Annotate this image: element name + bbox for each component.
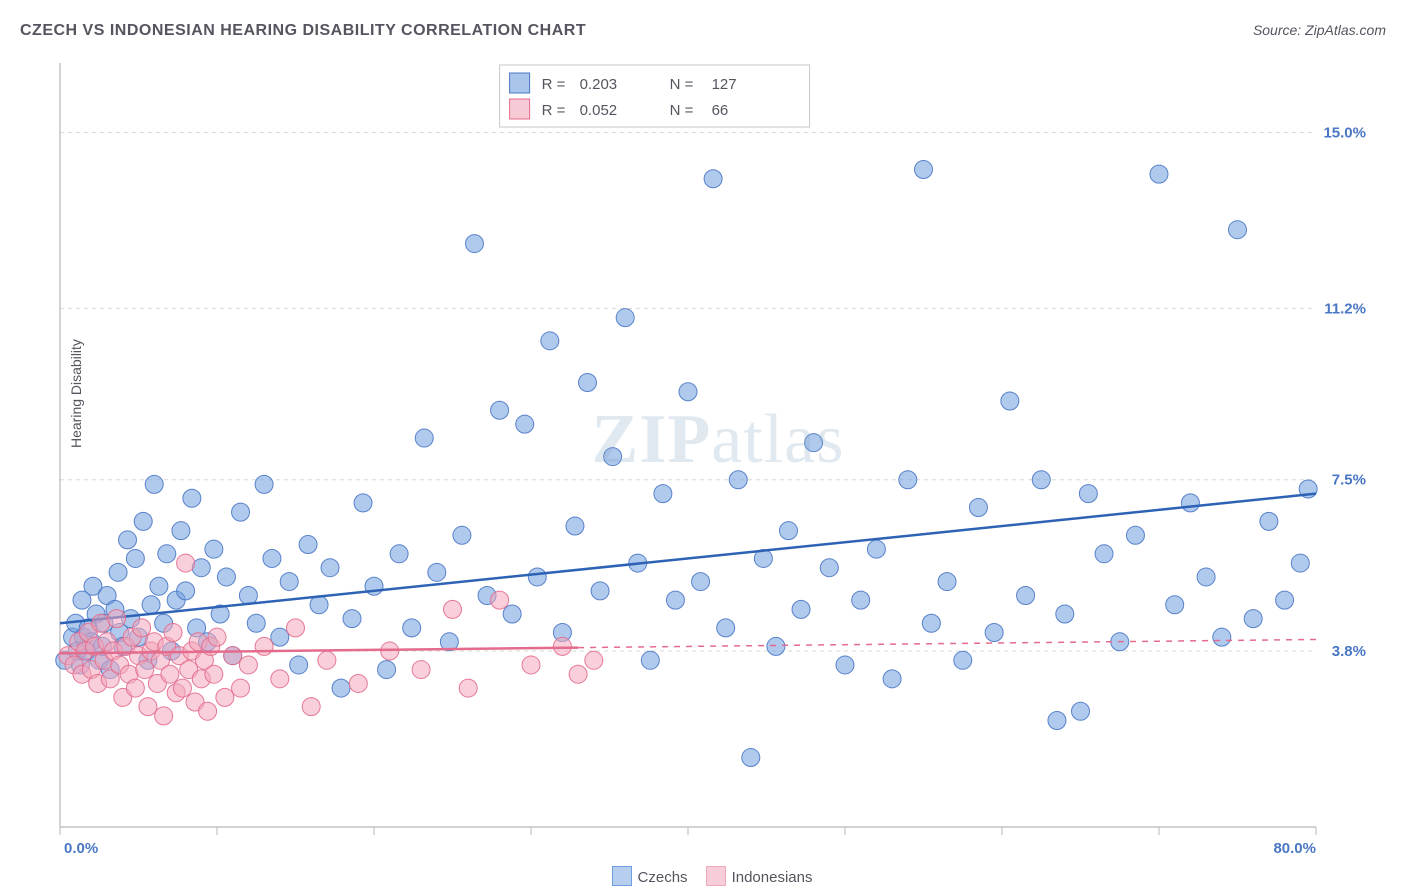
stats-legend: R = 0.203 N = 127 R = 0.052 N = 66 [500, 65, 810, 127]
svg-text:15.0%: 15.0% [1323, 124, 1366, 141]
svg-text:0.203: 0.203 [580, 76, 618, 93]
svg-text:7.5%: 7.5% [1332, 472, 1366, 489]
legend-swatch [612, 866, 632, 886]
scatter-chart: 3.8% 7.5% 11.2% 15.0% 0.0% 80.0% R = 0.203 N = 12… [50, 55, 1386, 857]
svg-text:80.0%: 80.0% [1273, 840, 1316, 857]
svg-text:0.052: 0.052 [580, 102, 618, 119]
legend-label: Czechs [638, 869, 688, 886]
plot-area: Hearing Disability ZIPatlas 3.8%7.5%11.2… [50, 55, 1386, 857]
svg-text:N =: N = [670, 76, 694, 93]
svg-text:11.2%: 11.2% [1324, 300, 1366, 317]
chart-title: CZECH VS INDONESIAN HEARING DISABILITY C… [20, 22, 586, 40]
source-attribution: Source: ZipAtlas.com [1253, 22, 1386, 38]
bottom-legend: Czechs Indonesians [0, 866, 1406, 886]
legend-label: Indonesians [732, 869, 813, 886]
svg-text:0.0%: 0.0% [64, 840, 98, 857]
y-axis-label: Hearing Disability [68, 339, 84, 448]
source-link[interactable]: ZipAtlas.com [1305, 22, 1386, 38]
svg-text:R =: R = [542, 76, 566, 93]
svg-text:R =: R = [542, 102, 566, 119]
source-prefix: Source: [1253, 22, 1305, 38]
svg-text:3.8%: 3.8% [1332, 643, 1366, 660]
svg-text:N =: N = [670, 102, 694, 119]
svg-text:127: 127 [712, 76, 737, 93]
svg-text:66: 66 [712, 102, 729, 119]
legend-swatch [706, 866, 726, 886]
